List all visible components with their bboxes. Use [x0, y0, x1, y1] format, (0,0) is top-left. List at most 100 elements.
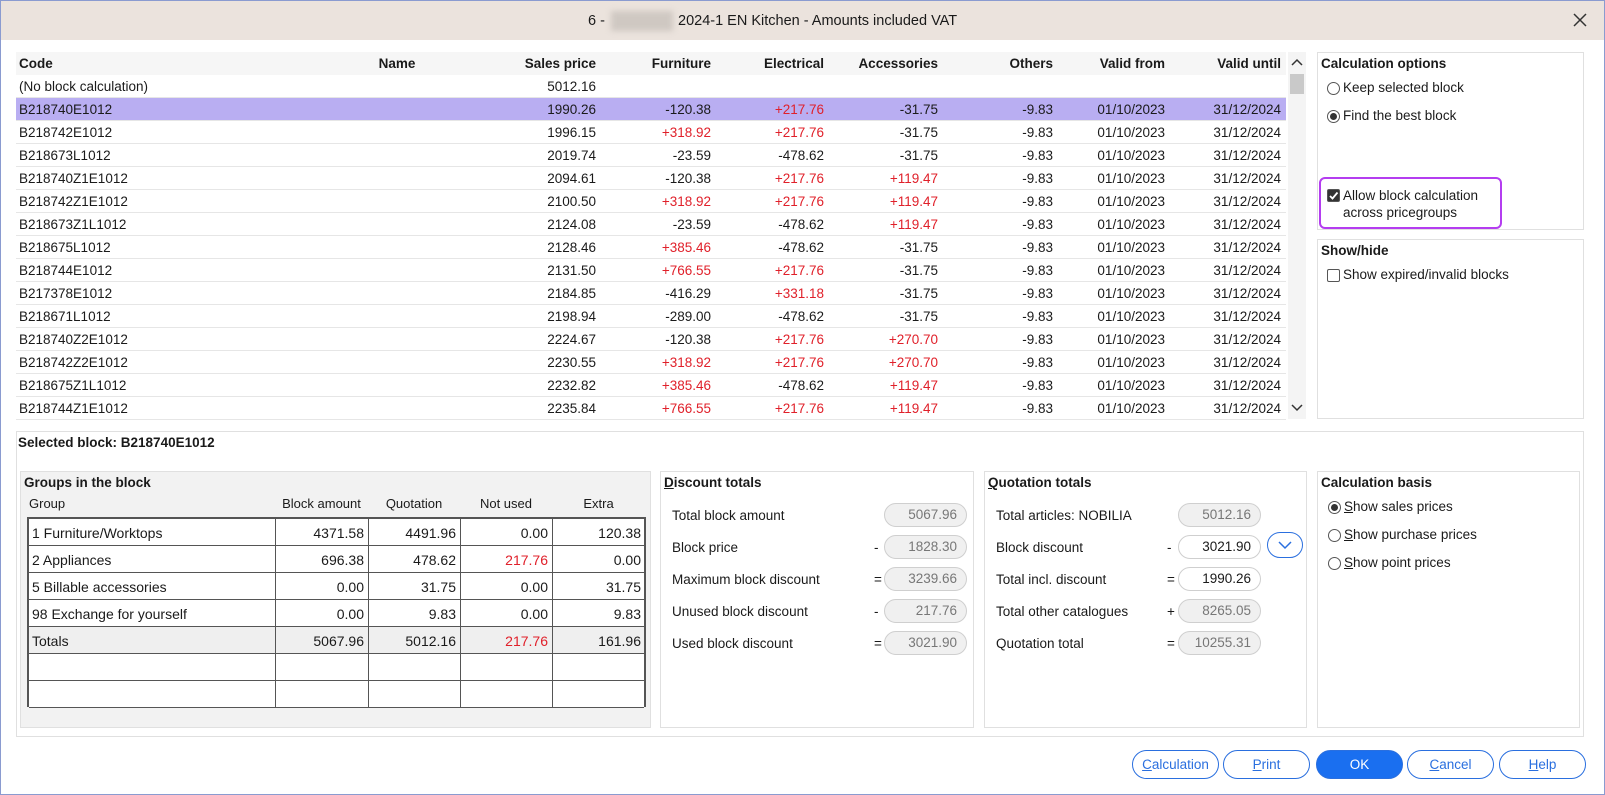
table-cell: +270.70 [888, 355, 938, 370]
checkbox[interactable] [1327, 189, 1340, 202]
grid-divider [275, 654, 276, 681]
scroll-down[interactable] [1291, 404, 1303, 412]
radio[interactable] [1327, 110, 1340, 123]
table-cell: -9.83 [1022, 401, 1053, 416]
grid-divider [552, 654, 553, 681]
table-row[interactable] [16, 282, 1286, 305]
table-cell: 2224.67 [547, 332, 596, 347]
close-button[interactable] [1573, 13, 1587, 27]
scroll-thumb[interactable] [1290, 74, 1304, 94]
table-cell: B218740Z2E1012 [19, 332, 128, 347]
table-cell: +119.47 [889, 217, 938, 232]
table-cell: B218744E1012 [19, 263, 113, 278]
radio-label[interactable]: Keep selected block [1343, 80, 1464, 95]
grid-divider [552, 627, 553, 654]
checkbox-label[interactable]: across pricegroups [1343, 205, 1458, 220]
table-row[interactable] [16, 75, 1286, 98]
table-cell: -31.75 [899, 263, 938, 278]
radio-label[interactable]: Find the best block [1343, 108, 1457, 123]
table-cell: 31/12/2024 [1213, 309, 1281, 324]
column-header: Group [29, 496, 66, 511]
radio[interactable] [1327, 82, 1340, 95]
value-field[interactable]: 1990.26 [1178, 567, 1261, 591]
table-row[interactable] [16, 328, 1286, 351]
table-row[interactable] [16, 144, 1286, 167]
table-cell: B218673Z1L1012 [19, 217, 127, 232]
table-cell: -478.62 [778, 148, 824, 163]
scrollbar[interactable] [1288, 52, 1306, 419]
radio[interactable] [1328, 501, 1341, 514]
checkbox-label[interactable]: Show expired/invalid blocks [1343, 267, 1509, 282]
panel-title: Calculation basis [1321, 475, 1433, 490]
value-field: 1828.30 [884, 535, 967, 559]
radio[interactable] [1328, 557, 1341, 570]
column-header: Extra [583, 496, 614, 511]
table-row[interactable] [16, 236, 1286, 259]
table-row[interactable] [16, 167, 1286, 190]
table-cell: +217.76 [774, 102, 824, 117]
table-row[interactable] [16, 397, 1286, 420]
grid-divider [552, 546, 553, 573]
operator: = [874, 572, 882, 587]
checkbox-label[interactable]: Allow block calculation [1343, 188, 1479, 203]
radio-label[interactable]: Show point prices [1344, 555, 1451, 570]
button[interactable]: Calculation [1132, 750, 1219, 779]
button[interactable]: Help [1499, 750, 1586, 779]
scroll-up[interactable] [1291, 58, 1303, 66]
table-cell: 31/12/2024 [1213, 125, 1281, 140]
grid-divider [460, 654, 461, 681]
grid-divider [460, 546, 461, 573]
grid-cell: 4491.96 [405, 525, 456, 541]
table-row[interactable] [16, 213, 1286, 236]
table-cell: -478.62 [778, 309, 824, 324]
value-field[interactable]: 3021.90 [1178, 535, 1261, 559]
total-label: Maximum block discount [672, 572, 820, 587]
button[interactable]: Cancel [1407, 750, 1494, 779]
table-cell: -416.29 [665, 286, 711, 301]
operator: = [1167, 636, 1175, 651]
grid-cell: 478.62 [413, 552, 456, 568]
value-field: 3021.90 [884, 631, 967, 655]
dropdown-button[interactable] [1267, 532, 1303, 558]
table-cell: +766.55 [661, 401, 711, 416]
table-cell: -9.83 [1022, 148, 1053, 163]
button[interactable]: OK [1316, 750, 1403, 779]
grid-divider [368, 654, 369, 681]
selected-block-label: Selected block: B218740E1012 [18, 435, 215, 450]
grid-cell: 5067.96 [313, 633, 364, 649]
table-cell: 01/10/2023 [1097, 401, 1165, 416]
panel-title: Discount totals [664, 475, 762, 490]
column-header: Electrical [763, 56, 824, 71]
radio-label[interactable]: Show sales prices [1344, 499, 1453, 514]
table-row[interactable] [16, 98, 1286, 121]
total-label: Total other catalogues [996, 604, 1129, 619]
checkbox[interactable] [1327, 269, 1340, 282]
button[interactable]: Print [1223, 750, 1310, 779]
radio[interactable] [1328, 529, 1341, 542]
table-cell: +270.70 [888, 332, 938, 347]
radio-label[interactable]: Show purchase prices [1344, 527, 1477, 542]
table-cell: 31/12/2024 [1213, 332, 1281, 347]
table-cell: -478.62 [778, 217, 824, 232]
grid-row [29, 573, 644, 600]
table-row[interactable] [16, 374, 1286, 397]
grid-cell: 0.00 [520, 606, 548, 622]
table-cell: 31/12/2024 [1213, 148, 1281, 163]
table-cell: -31.75 [899, 102, 938, 117]
header-row [16, 52, 1286, 75]
table-row[interactable] [16, 259, 1286, 282]
table-cell: +766.55 [661, 263, 711, 278]
table-cell: 2131.50 [547, 263, 596, 278]
grid-divider [552, 681, 553, 708]
table-cell: 1990.26 [547, 102, 596, 117]
table-row[interactable] [16, 351, 1286, 374]
table-cell: B218740Z1E1012 [19, 171, 128, 186]
table-row[interactable] [16, 305, 1286, 328]
grid-row [29, 546, 644, 573]
table-row[interactable] [16, 121, 1286, 144]
value-field: 10255.31 [1178, 631, 1261, 655]
grid-cell: 0.00 [613, 552, 641, 568]
table-cell: 2232.82 [547, 378, 596, 393]
table-cell: +217.76 [774, 263, 824, 278]
table-row[interactable] [16, 190, 1286, 213]
